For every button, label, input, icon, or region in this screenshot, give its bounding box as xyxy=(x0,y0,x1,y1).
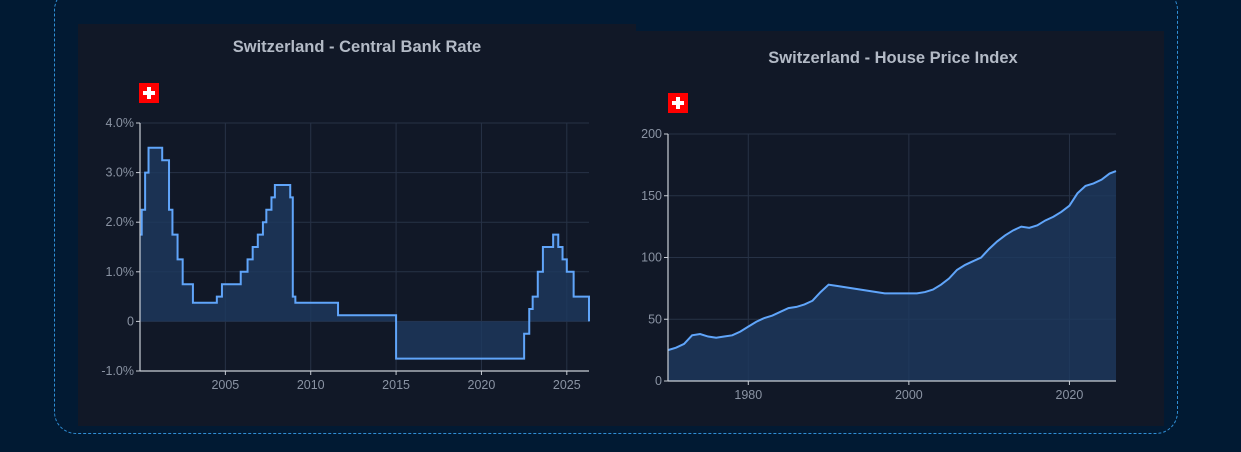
series-line xyxy=(140,146,590,360)
house-price-index-panel: 0 50 100 150 200 1980 2000 2020 Switzerland - H… xyxy=(622,31,1164,426)
chart-title: Switzerland - Central Bank Rate xyxy=(232,38,482,56)
central-bank-rate-chart: -1.0% 0 1.0% 2.0% 3.0% 4.0% 2005 2010 2015 2020 20… xyxy=(101,116,590,392)
series-line xyxy=(667,170,1117,352)
x-tick-label: 2015 xyxy=(382,378,410,392)
x-tick-label: 2005 xyxy=(211,378,239,392)
x-tick-label: 2000 xyxy=(895,388,923,402)
x-tick-label: 1980 xyxy=(734,388,762,402)
y-tick-label: 100 xyxy=(641,251,662,265)
x-tick-label: 2020 xyxy=(1056,388,1084,402)
y-tick-label: 0 xyxy=(655,374,662,388)
swiss-flag-icon xyxy=(668,93,688,113)
x-tick-label: 2010 xyxy=(297,378,325,392)
house-price-index-chart: 0 50 100 150 200 1980 2000 2020 xyxy=(641,127,1117,402)
y-tick-label: 4.0% xyxy=(106,116,135,130)
y-tick-label: 0 xyxy=(127,314,134,328)
swiss-flag-icon xyxy=(139,83,159,103)
chart-title: Switzerland - House Price Index xyxy=(768,49,1018,67)
x-tick-label: 2025 xyxy=(553,378,581,392)
series-area xyxy=(668,171,1116,381)
central-bank-rate-panel: -1.0% 0 1.0% 2.0% 3.0% 4.0% 2005 2010 2015 2020 20… xyxy=(78,24,636,426)
y-tick-label: 150 xyxy=(641,189,662,203)
series-area xyxy=(140,147,589,359)
y-tick-label: 3.0% xyxy=(106,166,135,180)
y-tick-label: 2.0% xyxy=(106,215,135,229)
y-tick-label: 200 xyxy=(641,127,662,141)
y-tick-label: 1.0% xyxy=(106,265,135,279)
y-tick-label: -1.0% xyxy=(101,364,134,378)
x-tick-label: 2020 xyxy=(468,378,496,392)
y-tick-label: 50 xyxy=(648,312,662,326)
